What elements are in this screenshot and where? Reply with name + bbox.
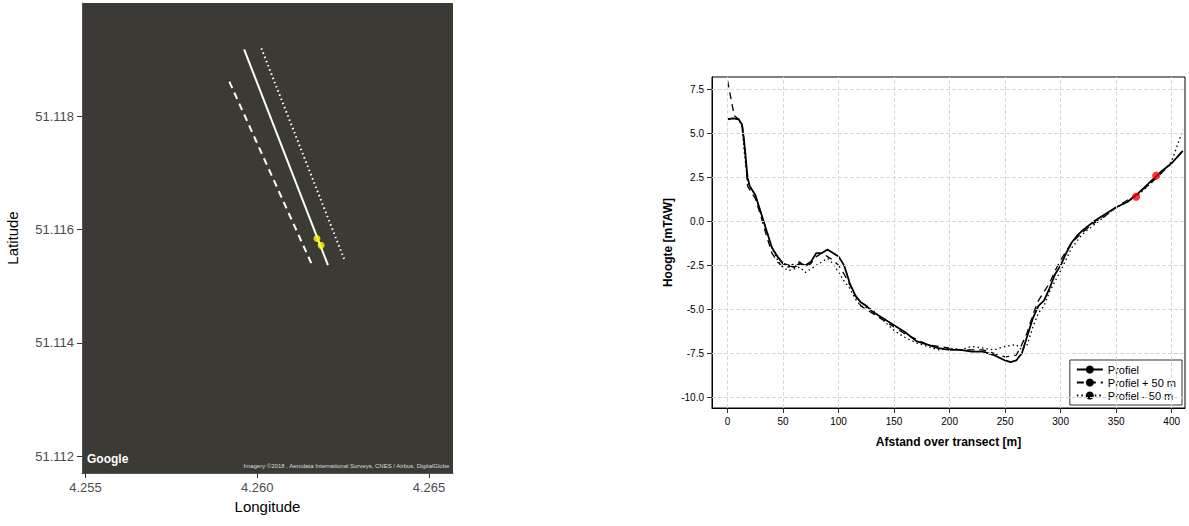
svg-text:51.118: 51.118 xyxy=(35,109,74,124)
svg-text:Imagery ©2018 , Aerodata Inter: Imagery ©2018 , Aerodata International S… xyxy=(243,463,450,469)
svg-text:Profiel: Profiel xyxy=(1108,364,1139,376)
svg-text:0: 0 xyxy=(725,416,731,427)
svg-text:4.255: 4.255 xyxy=(69,480,102,495)
svg-text:-10.0: -10.0 xyxy=(681,392,704,403)
svg-text:350: 350 xyxy=(1108,416,1125,427)
svg-text:7.5: 7.5 xyxy=(690,84,704,95)
svg-text:0.0: 0.0 xyxy=(690,216,704,227)
svg-text:Latitude: Latitude xyxy=(4,211,21,264)
svg-text:Afstand over transect [m]: Afstand over transect [m] xyxy=(876,435,1021,449)
svg-text:51.116: 51.116 xyxy=(35,222,74,237)
svg-text:Hoogte [mTAW]: Hoogte [mTAW] xyxy=(661,198,675,287)
svg-text:51.114: 51.114 xyxy=(35,335,74,350)
svg-text:150: 150 xyxy=(886,416,903,427)
svg-text:4.265: 4.265 xyxy=(413,480,446,495)
svg-text:50: 50 xyxy=(777,416,789,427)
svg-text:4.260: 4.260 xyxy=(241,480,274,495)
svg-text:200: 200 xyxy=(941,416,958,427)
svg-text:400: 400 xyxy=(1163,416,1180,427)
svg-text:250: 250 xyxy=(997,416,1014,427)
svg-text:51.112: 51.112 xyxy=(35,449,74,464)
svg-text:-5.0: -5.0 xyxy=(687,304,705,315)
svg-text:Google: Google xyxy=(87,452,129,466)
svg-text:Profiel - 50 m: Profiel - 50 m xyxy=(1108,390,1173,402)
svg-text:-2.5: -2.5 xyxy=(687,260,705,271)
svg-text:5.0: 5.0 xyxy=(690,128,704,139)
svg-text:100: 100 xyxy=(830,416,847,427)
svg-text:-7.5: -7.5 xyxy=(687,348,705,359)
svg-text:Longitude: Longitude xyxy=(235,498,301,515)
svg-text:Profiel + 50 m: Profiel + 50 m xyxy=(1108,377,1176,389)
svg-text:300: 300 xyxy=(1052,416,1069,427)
svg-text:2.5: 2.5 xyxy=(690,172,704,183)
